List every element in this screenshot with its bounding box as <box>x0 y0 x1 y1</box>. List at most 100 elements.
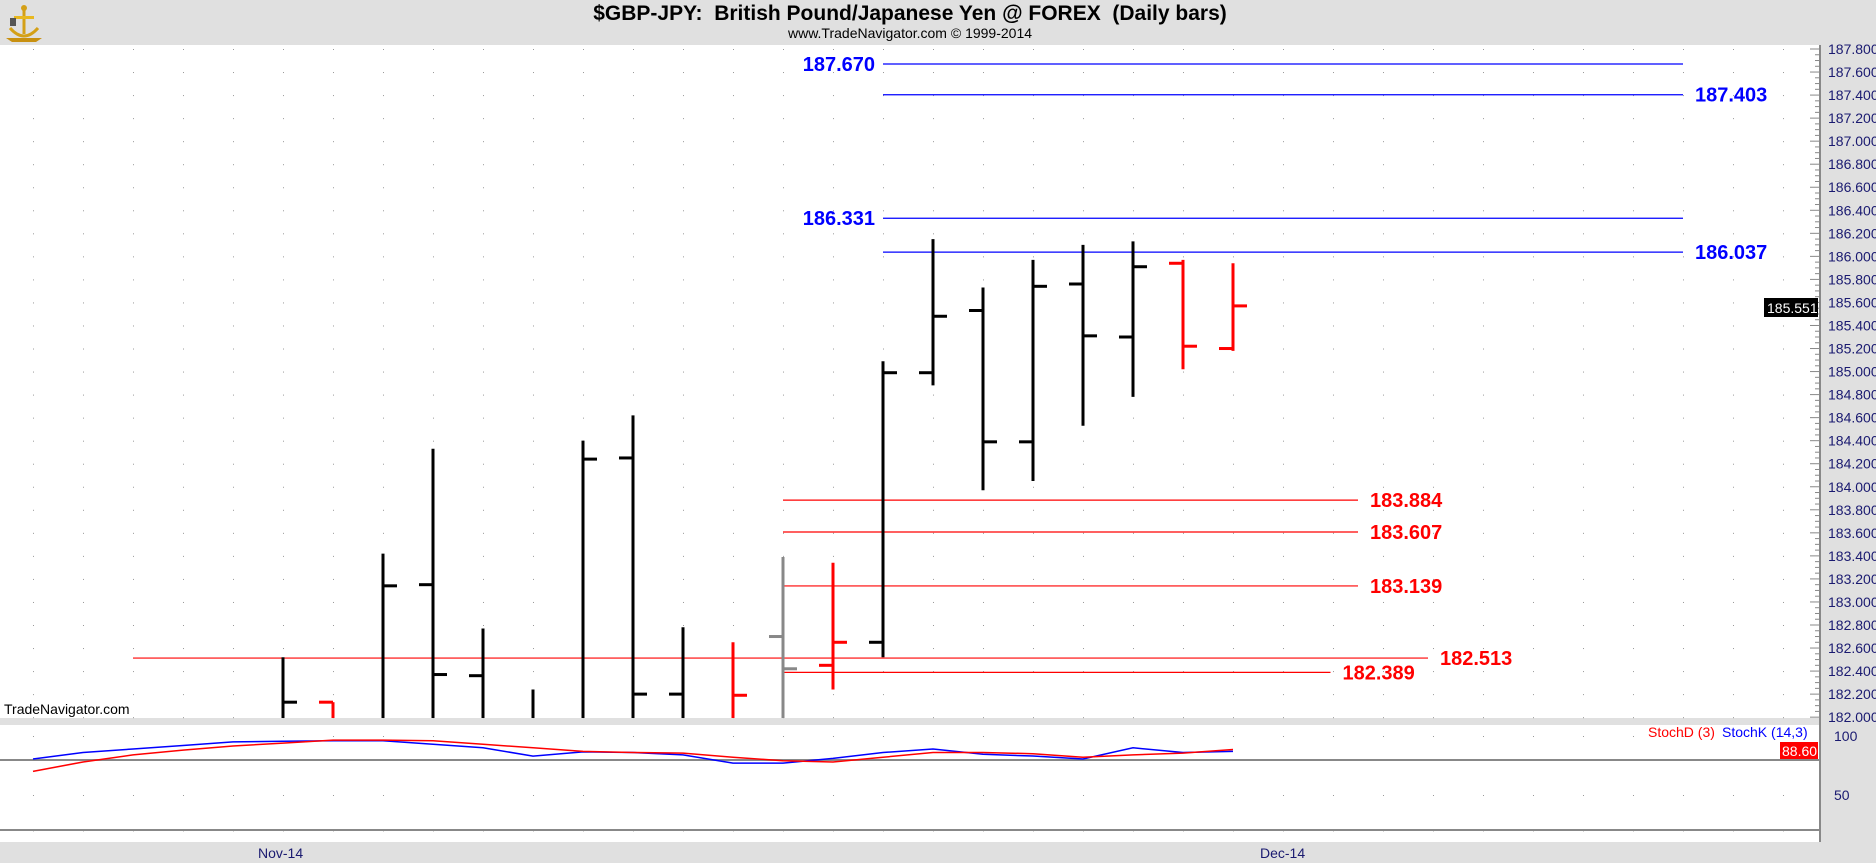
grid-dot <box>533 625 534 626</box>
price-tick-label: 185.400 <box>1828 317 1876 333</box>
grid-dot <box>733 72 734 74</box>
grid-dot <box>1183 417 1184 419</box>
grid-dot <box>1033 795 1034 796</box>
grid-dot <box>833 532 834 534</box>
grid-dot <box>1733 371 1734 373</box>
grid-dot <box>183 164 184 166</box>
grid-dot <box>533 417 534 419</box>
grid-dot <box>1683 348 1684 350</box>
grid-dot <box>233 394 234 396</box>
grid-dot <box>683 795 684 796</box>
grid-dot <box>33 532 34 534</box>
grid-dot <box>1483 141 1484 143</box>
grid-dot <box>1583 302 1584 304</box>
grid-dot <box>933 717 934 719</box>
grid-dot <box>1783 141 1784 143</box>
grid-dot <box>933 648 934 650</box>
grid-dot <box>183 555 184 557</box>
grid-dot <box>1333 625 1334 626</box>
grid-dot <box>1083 717 1084 719</box>
grid-dot <box>1683 694 1684 696</box>
grid-dot <box>1633 671 1634 673</box>
grid-dot <box>33 118 34 120</box>
grid-dot <box>1533 463 1534 465</box>
grid-dot <box>683 325 684 327</box>
grid-dot <box>933 210 934 212</box>
grid-dot <box>1083 486 1084 488</box>
grid-dot <box>1433 601 1434 603</box>
grid-dot <box>133 795 134 796</box>
grid-dot <box>1233 187 1234 189</box>
grid-dot <box>283 141 284 143</box>
grid-dot <box>1083 164 1084 166</box>
grid-dot <box>483 95 484 97</box>
grid-dot <box>583 795 584 796</box>
grid-dot <box>1083 578 1084 580</box>
grid-dot <box>583 348 584 350</box>
grid-dot <box>1483 509 1484 511</box>
grid-dot <box>1733 578 1734 580</box>
grid-dot <box>183 95 184 97</box>
grid-dot <box>1383 164 1384 166</box>
grid-dot <box>1483 72 1484 74</box>
grid-dot <box>1533 578 1534 580</box>
grid-dot <box>333 578 334 580</box>
grid-dot <box>1233 463 1234 465</box>
grid-dot <box>33 509 34 511</box>
level-label: 182.389 <box>1343 662 1415 684</box>
grid-dot <box>733 394 734 396</box>
grid-dot <box>1033 694 1034 696</box>
grid-dot <box>1533 279 1534 281</box>
grid-dot <box>1433 555 1434 557</box>
grid-dot <box>433 417 434 419</box>
grid-dot <box>1633 625 1634 626</box>
grid-dot <box>1683 578 1684 580</box>
grid-dot <box>1533 95 1534 97</box>
grid-dot <box>1483 371 1484 373</box>
grid-dot <box>733 601 734 603</box>
grid-dot <box>1733 463 1734 465</box>
grid-dot <box>1683 417 1684 419</box>
grid-dot <box>433 371 434 373</box>
grid-dot <box>83 279 84 281</box>
grid-dot <box>1083 187 1084 189</box>
grid-dot <box>83 795 84 796</box>
grid-dot <box>683 463 684 465</box>
grid-dot <box>483 164 484 166</box>
grid-dot <box>1433 348 1434 350</box>
grid-dot <box>633 302 634 304</box>
grid-dot <box>283 49 284 50</box>
grid-dot <box>33 694 34 696</box>
grid-dot <box>533 72 534 74</box>
grid-dot <box>633 371 634 373</box>
grid-dot <box>683 279 684 281</box>
price-tick-label: 183.000 <box>1828 594 1876 610</box>
grid-dot <box>583 394 584 396</box>
grid-dot <box>983 95 984 97</box>
grid-dot <box>1233 601 1234 603</box>
grid-dot <box>1533 371 1534 373</box>
grid-dot <box>1183 371 1184 373</box>
grid-dot <box>983 671 984 673</box>
grid-dot <box>1483 648 1484 650</box>
grid-dot <box>533 795 534 796</box>
grid-dot <box>533 233 534 235</box>
grid-dot <box>1133 625 1134 626</box>
grid-dot <box>1633 325 1634 327</box>
grid-dot <box>1233 72 1234 74</box>
grid-dot <box>83 717 84 719</box>
grid-dot <box>633 49 634 50</box>
grid-dot <box>1433 49 1434 50</box>
price-tick-label: 183.800 <box>1828 502 1876 518</box>
grid-dot <box>383 141 384 143</box>
grid-dot <box>333 371 334 373</box>
grid-dot <box>133 532 134 534</box>
grid-dot <box>233 141 234 143</box>
grid-dot <box>633 233 634 235</box>
grid-dot <box>1683 210 1684 212</box>
grid-dot <box>383 348 384 350</box>
grid-dot <box>1333 141 1334 143</box>
grid-dot <box>533 187 534 189</box>
grid-dot <box>683 578 684 580</box>
grid-dot <box>533 555 534 557</box>
